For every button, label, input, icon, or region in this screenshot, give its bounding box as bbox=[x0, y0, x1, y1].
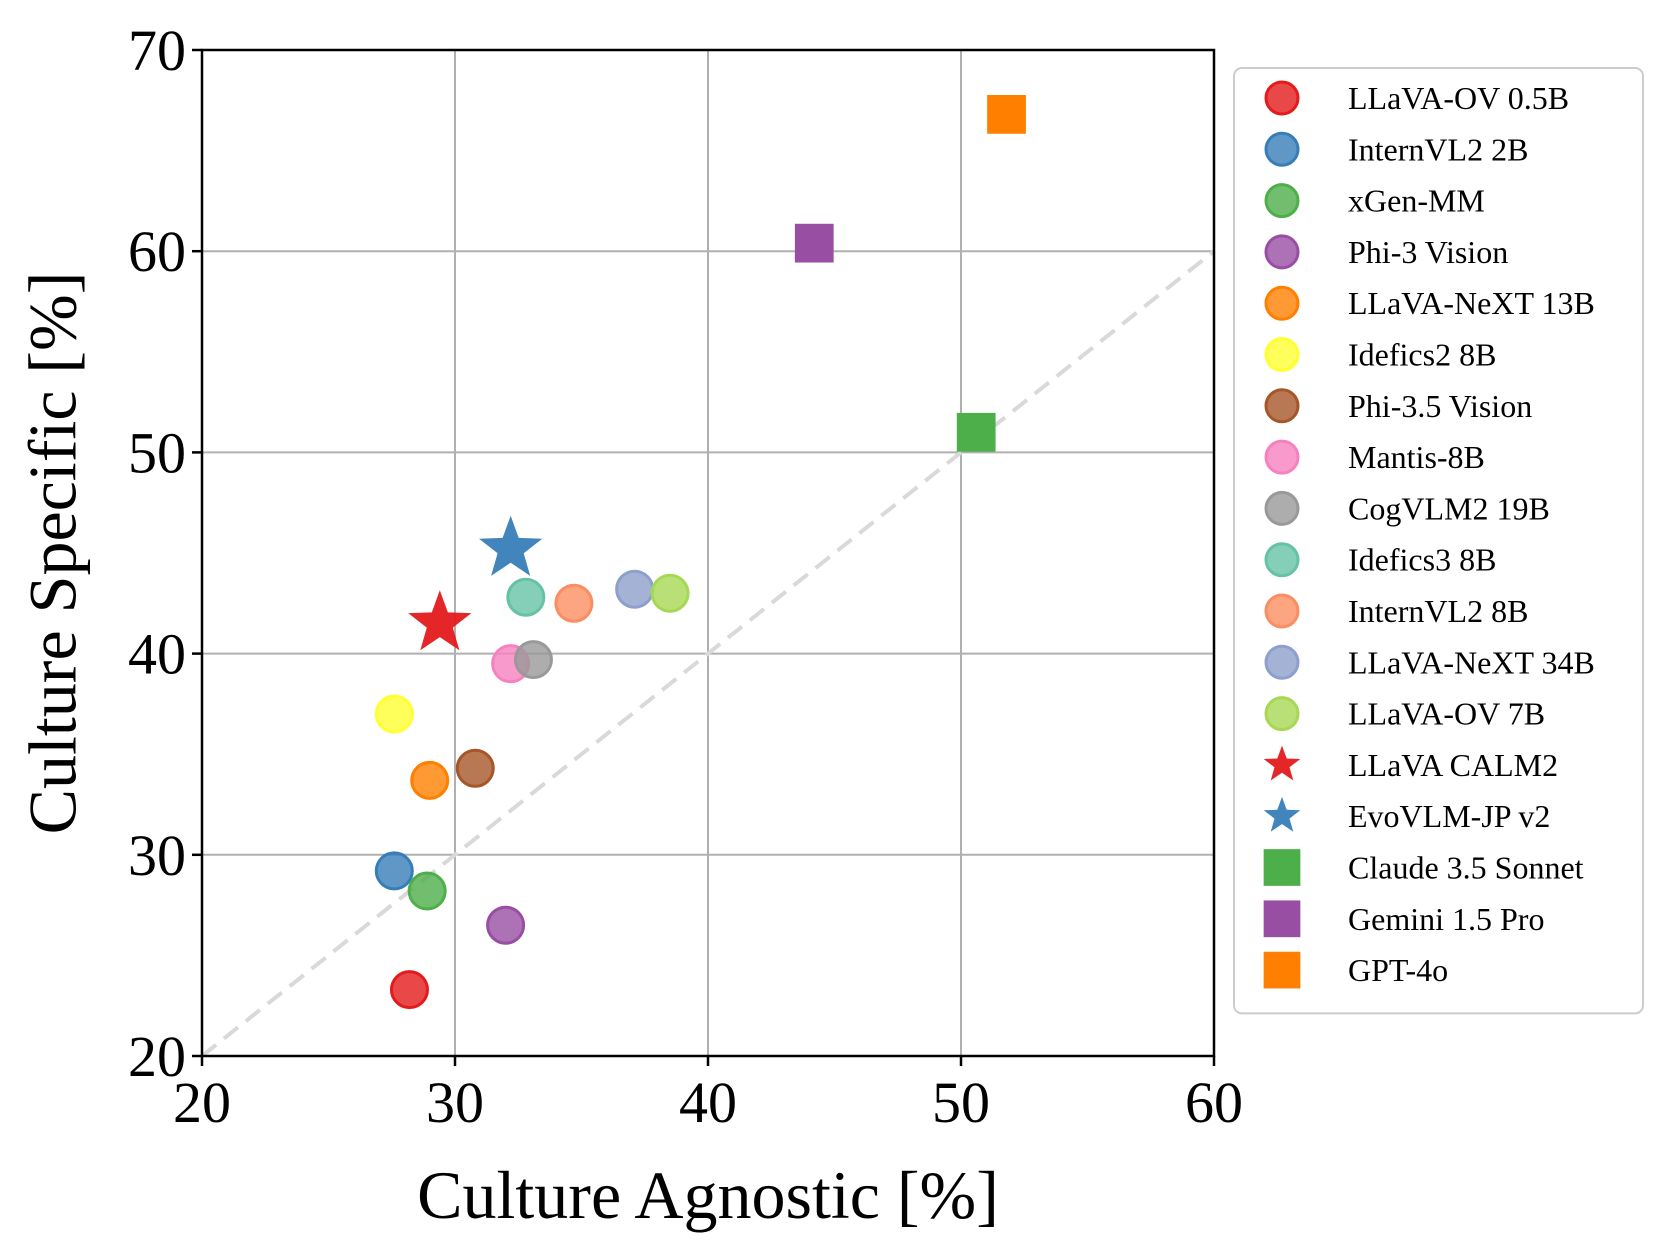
legend-marker-llava-ov-0-5b bbox=[1264, 80, 1300, 116]
reference-line bbox=[200, 249, 1216, 1058]
legend-label-evovlm-jp-v2: EvoVLM-JP v2 bbox=[1348, 798, 1550, 834]
legend-label-llava-ov-0-5b: LLaVA-OV 0.5B bbox=[1348, 80, 1569, 116]
legend-marker-llava-next-13b bbox=[1264, 285, 1300, 321]
point-llava-calm2 bbox=[408, 590, 472, 651]
legend-marker-xgen-mm bbox=[1264, 183, 1300, 219]
legend-label-gemini-1-5-pro: Gemini 1.5 Pro bbox=[1348, 901, 1544, 937]
legend-label-idefics3-8b: Idefics3 8B bbox=[1348, 542, 1496, 578]
legend-label-llava-next-34b: LLaVA-NeXT 34B bbox=[1348, 644, 1595, 680]
point-cogvlm2-19b bbox=[513, 640, 553, 680]
legend-label-mantis-8b: Mantis-8B bbox=[1348, 439, 1485, 475]
point-llava-next-34b bbox=[615, 569, 655, 609]
legend-label-cogvlm2-19b: CogVLM2 19B bbox=[1348, 490, 1550, 526]
legend-label-llava-calm2: LLaVA CALM2 bbox=[1348, 747, 1558, 783]
legend-label-internvl2-2b: InternVL2 2B bbox=[1348, 131, 1528, 167]
legend-marker-evovlm-jp-v2 bbox=[1263, 796, 1301, 832]
x-tick-label-20: 20 bbox=[173, 1070, 231, 1135]
point-phi-3-5-vision bbox=[455, 748, 495, 788]
legend-marker-phi-3-5-vision bbox=[1264, 388, 1300, 424]
point-evovlm-jp-v2 bbox=[479, 515, 543, 576]
legend-label-llava-next-13b: LLaVA-NeXT 13B bbox=[1348, 285, 1595, 321]
point-gpt-4o bbox=[987, 95, 1026, 134]
legend-label-idefics2-8b: Idefics2 8B bbox=[1348, 337, 1496, 373]
point-llava-ov-0-5b bbox=[389, 970, 429, 1010]
x-tick-label-50: 50 bbox=[932, 1070, 990, 1135]
legend-marker-idefics3-8b bbox=[1264, 542, 1300, 578]
x-tick-label-40: 40 bbox=[679, 1070, 737, 1135]
point-gemini-1-5-pro bbox=[794, 223, 834, 263]
legend-frame bbox=[1233, 67, 1644, 1015]
x-tick-label-30: 30 bbox=[426, 1070, 484, 1135]
x-axis-title: Culture Agnostic [%] bbox=[417, 1157, 999, 1233]
reference-line-group bbox=[200, 249, 1216, 1058]
legend-marker-llava-ov-7b bbox=[1264, 696, 1300, 732]
legend-marker-llava-next-34b bbox=[1264, 644, 1300, 680]
legend-label-llava-ov-7b: LLaVA-OV 7B bbox=[1348, 696, 1545, 732]
point-xgen-mm bbox=[407, 871, 447, 911]
y-axis-title: Culture Specific [%] bbox=[15, 272, 91, 835]
legend-marker-gpt-4o bbox=[1263, 951, 1301, 989]
point-claude-3-5-sonnet bbox=[956, 412, 996, 452]
legend-label-phi-3-5-vision: Phi-3.5 Vision bbox=[1348, 388, 1532, 424]
legend-label-gpt-4o: GPT-4o bbox=[1348, 952, 1448, 988]
legend-marker-mantis-8b bbox=[1264, 439, 1300, 475]
legend-marker-claude-3-5-sonnet bbox=[1263, 849, 1301, 886]
point-phi-3-vision bbox=[486, 905, 526, 945]
axis-ticks: 20 30 40 50 60 20 30 40 50 60 70 bbox=[128, 18, 1243, 1135]
legend: LLaVA-OV 0.5B InternVL2 2B xGen-MM Phi-3 Vi… bbox=[1233, 67, 1644, 1015]
legend-marker-gemini-1-5-pro bbox=[1263, 900, 1301, 938]
y-tick-label-60: 60 bbox=[128, 219, 186, 284]
legend-label-xgen-mm: xGen-MM bbox=[1348, 183, 1485, 219]
y-tick-label-70: 70 bbox=[128, 18, 186, 83]
data-points bbox=[374, 95, 1026, 1010]
legend-marker-phi-3-vision bbox=[1264, 234, 1300, 270]
legend-marker-llava-calm2 bbox=[1263, 745, 1301, 781]
y-tick-label-40: 40 bbox=[128, 622, 186, 687]
legend-label-internvl2-8b: InternVL2 8B bbox=[1348, 593, 1528, 629]
legend-label-phi-3-vision: Phi-3 Vision bbox=[1348, 234, 1508, 270]
point-idefics2-8b bbox=[374, 694, 414, 734]
y-tick-label-50: 50 bbox=[128, 420, 186, 485]
legend-marker-internvl2-8b bbox=[1264, 593, 1300, 629]
point-llava-ov-7b bbox=[650, 573, 690, 613]
x-tick-label-60: 60 bbox=[1185, 1070, 1243, 1135]
legend-label-claude-3-5-sonnet: Claude 3.5 Sonnet bbox=[1348, 850, 1584, 886]
legend-marker-cogvlm2-19b bbox=[1264, 490, 1300, 526]
legend-marker-idefics2-8b bbox=[1264, 337, 1300, 372]
point-idefics3-8b bbox=[506, 577, 546, 617]
point-internvl2-8b bbox=[554, 583, 594, 623]
legend-marker-internvl2-2b bbox=[1264, 131, 1300, 167]
y-tick-label-30: 30 bbox=[128, 823, 186, 888]
y-tick-label-20: 20 bbox=[128, 1024, 186, 1089]
point-llava-next-13b bbox=[410, 760, 450, 800]
point-internvl2-2b bbox=[374, 851, 414, 891]
